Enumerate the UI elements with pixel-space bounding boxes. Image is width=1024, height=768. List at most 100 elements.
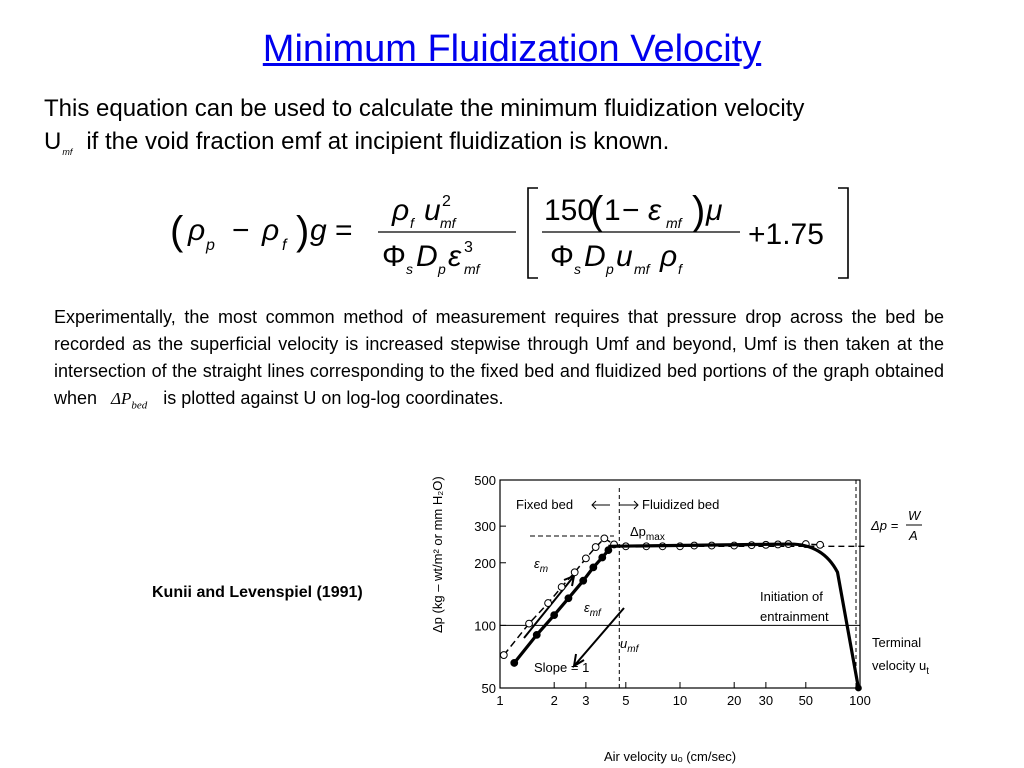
data-point <box>581 554 590 563</box>
eq-den2-u-sub: mf <box>634 261 652 277</box>
initiation-line-1: Initiation of <box>760 589 823 604</box>
eq-minus: − <box>232 214 250 247</box>
eq-rho-p: ρ <box>187 214 205 247</box>
terminal-point <box>855 684 862 692</box>
fluidized-bed-arrow <box>620 500 639 510</box>
method-paragraph: Experimentally, the most common method o… <box>54 304 944 419</box>
eq-den-eps-sub: mf <box>464 261 482 277</box>
dp-max-label: Δpmax <box>630 524 665 543</box>
eq-den-d-sub: p <box>437 261 446 277</box>
eq-den-eps-exp: 3 <box>464 239 473 256</box>
eq-rho-f: ρ <box>261 214 279 247</box>
data-point <box>544 599 552 607</box>
eq-den2-d: D <box>584 240 606 273</box>
fixed-bed-arrow <box>591 500 610 510</box>
eq-minus-2: − <box>622 194 640 227</box>
eq-equals: = <box>335 214 353 247</box>
eps-mf-label: εmf <box>584 600 602 619</box>
intro-u: U <box>44 128 62 155</box>
eq-num-rho: ρ <box>391 194 409 227</box>
data-point <box>589 563 598 572</box>
x-tick-label: 50 <box>799 693 813 708</box>
x-tick-label: 30 <box>759 693 773 708</box>
data-point <box>525 619 533 628</box>
paragraph-after: is plotted against U on log-log coordina… <box>163 388 504 408</box>
eq-rho-p-sub: p <box>205 237 215 254</box>
y-tick-label: 50 <box>482 681 496 696</box>
data-point <box>557 583 566 591</box>
ergun-equation: ( ρ p − ρ f ) g = ρ f u 2 mf Φ s D p ε 3… <box>170 187 849 279</box>
x-tick-label: 2 <box>551 693 558 708</box>
eq-left-bracket <box>527 187 538 279</box>
fluidization-chart: Δp (kg – wt/m² or mm H₂O) Air velocity u… <box>430 473 929 764</box>
y-tick-label: 500 <box>474 473 496 488</box>
x-axis-label: Air velocity uₒ (cm/sec) <box>604 749 736 764</box>
data-point <box>579 576 588 585</box>
intro-line-2: Umf if the void fraction emf at incipient… <box>44 125 804 169</box>
eq-den2-phi: Φ <box>550 240 574 273</box>
decreasing-arrow <box>572 607 625 668</box>
y-tick-label: 300 <box>474 519 496 534</box>
data-point <box>532 631 541 639</box>
x-tick-label: 5 <box>622 693 629 708</box>
data-point <box>550 611 559 620</box>
fluidized-bed-label: Fluidized bed <box>642 497 719 512</box>
umf-label: umf <box>620 636 640 655</box>
intro-line-2-text: if the void fraction emf at incipient fl… <box>86 128 670 155</box>
data-point <box>564 594 573 603</box>
eq-lhs-close: ) <box>296 209 309 253</box>
eq-den2-rho-sub: f <box>678 261 684 277</box>
x-tick-label: 1 <box>496 693 503 708</box>
data-point <box>816 540 824 549</box>
x-tick-label: 100 <box>849 693 871 708</box>
dp-eq-num: W <box>908 508 922 523</box>
delta-p-bed-symbol: ΔPbed <box>111 389 148 412</box>
citation: Kunii and Levenspiel (1991) <box>152 584 363 601</box>
data-point <box>604 546 613 555</box>
eq-num-rho-sub: f <box>410 215 416 231</box>
data-point <box>600 534 609 543</box>
paragraph-before: Experimentally, the most common method o… <box>54 307 944 408</box>
fluidized-curve <box>608 542 860 689</box>
delta-p-subscript: bed <box>131 399 148 412</box>
eq-mu: μ <box>705 194 722 227</box>
eq-one: 1 <box>604 194 621 227</box>
x-tick-label: 3 <box>582 693 589 708</box>
eq-150: 150 <box>544 194 594 227</box>
eq-den2-phi-sub: s <box>574 261 581 277</box>
fixed-bed-label: Fixed bed <box>516 497 573 512</box>
data-point <box>570 568 579 577</box>
eq-num-u-sub: mf <box>440 215 458 231</box>
data-point <box>510 659 519 667</box>
intro-u-subscript: mf <box>62 147 73 157</box>
delta-p-text: ΔP <box>111 389 132 408</box>
data-point <box>499 651 508 659</box>
eq-eps-mf: ε <box>648 194 662 227</box>
eq-num-u-exp: 2 <box>442 193 451 210</box>
eq-den-eps: ε <box>448 240 462 273</box>
y-axis-label: Δp (kg – wt/m² or mm H₂O) <box>430 476 445 633</box>
increasing-arrow <box>523 574 576 639</box>
x-tick-label: 20 <box>727 693 741 708</box>
data-point <box>591 543 600 551</box>
eq-plus-175: +1.75 <box>748 218 824 251</box>
eq-den2-rho: ρ <box>659 240 677 273</box>
eq-lhs-open: ( <box>170 209 184 253</box>
dp-eq-den: A <box>908 528 918 543</box>
eq-right-bracket <box>838 187 849 279</box>
terminal-line-2: velocity ut <box>872 658 929 677</box>
eq-den-phi: Φ <box>382 240 406 273</box>
eq-g: g <box>310 214 327 247</box>
intro-line-1: This equation can be used to calculate t… <box>44 95 805 122</box>
x-tick-label: 10 <box>673 693 687 708</box>
eq-rho-f-sub: f <box>282 237 288 254</box>
intro-text: This equation can be used to calculate t… <box>44 92 804 169</box>
initiation-line-2: entrainment <box>760 609 829 624</box>
y-tick-label: 100 <box>474 618 496 633</box>
slide-title: Minimum Fluidization Velocity <box>262 28 762 70</box>
eq-paren-close: ) <box>692 189 705 233</box>
eq-den2-u: u <box>616 240 633 273</box>
terminal-line-1: Terminal <box>872 635 921 650</box>
eq-den-phi-sub: s <box>406 261 413 277</box>
eps-m-label: εm <box>534 556 548 575</box>
